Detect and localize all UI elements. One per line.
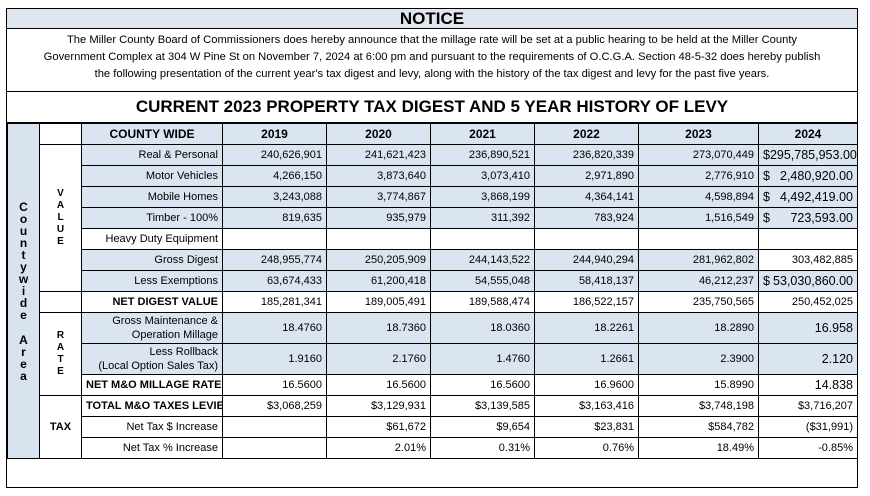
table-row: Less Rollback (Local Option Sales Tax) 1.… bbox=[8, 343, 858, 375]
table-row: TOTAL M&O TAXES LEVIED $3,068,259 $3,129… bbox=[8, 395, 858, 417]
table-row: NET DIGEST VALUE 185,281,341 189,005,491… bbox=[8, 291, 858, 313]
row-label: Net Tax $ Increase bbox=[81, 416, 223, 438]
tax-group-label: TAX bbox=[39, 416, 82, 438]
notice-line-3: the following presentation of the curren… bbox=[94, 68, 770, 80]
table-row: Heavy Duty Equipment bbox=[8, 228, 858, 250]
row-label: Mobile Homes bbox=[81, 186, 223, 208]
notice-line-2: Government Complex at 304 W Pine St on N… bbox=[43, 51, 821, 63]
row-label: Heavy Duty Equipment bbox=[81, 228, 223, 250]
notice-title: NOTICE bbox=[7, 9, 857, 29]
table-row: TAX Net Tax $ Increase $61,672 $9,654 $2… bbox=[8, 416, 858, 438]
row-label: Timber - 100% bbox=[81, 207, 223, 229]
row-label: Less Rollback (Local Option Sales Tax) bbox=[81, 343, 223, 375]
county-wide-header: COUNTY WIDE bbox=[81, 123, 223, 145]
notice-body: The Miller County Board of Commissioners… bbox=[7, 29, 857, 92]
table-row: Timber - 100% 819,635 935,979 311,392 78… bbox=[8, 207, 858, 229]
year-header: 2019 bbox=[222, 123, 327, 145]
row-label: Real & Personal bbox=[81, 144, 223, 166]
row-label: TOTAL M&O TAXES LEVIED bbox=[81, 395, 223, 417]
table-row: Gross Digest 248,955,774 250,205,909 244… bbox=[8, 249, 858, 271]
row-label: NET DIGEST VALUE bbox=[81, 291, 223, 313]
table-row: NET M&O MILLAGE RATE 16.5600 16.5600 16.… bbox=[8, 374, 858, 396]
table-row: Less Exemptions 63,674,433 61,200,418 54… bbox=[8, 270, 858, 292]
digest-title: CURRENT 2023 PROPERTY TAX DIGEST AND 5 Y… bbox=[7, 92, 857, 123]
year-header: 2020 bbox=[326, 123, 431, 145]
row-label: Gross Digest bbox=[81, 249, 223, 271]
table-row: Motor Vehicles 4,266,150 3,873,640 3,073… bbox=[8, 165, 858, 187]
table-row: Net Tax % Increase 2.01% 0.31% 0.76% 18.… bbox=[8, 437, 858, 459]
table-row: Mobile Homes 3,243,088 3,774,867 3,868,1… bbox=[8, 186, 858, 208]
notice-line-1: The Miller County Board of Commissioners… bbox=[66, 34, 798, 46]
row-label: Gross Maintenance & Operation Millage bbox=[81, 312, 223, 344]
year-header: 2021 bbox=[430, 123, 535, 145]
row-label: Net Tax % Increase bbox=[81, 437, 223, 459]
row-label: Motor Vehicles bbox=[81, 165, 223, 187]
year-header: 2023 bbox=[638, 123, 759, 145]
row-label: Less Exemptions bbox=[81, 270, 223, 292]
year-header: 2022 bbox=[534, 123, 639, 145]
tax-notice-document: NOTICE The Miller County Board of Commis… bbox=[6, 8, 858, 488]
row-label: NET M&O MILLAGE RATE bbox=[81, 374, 223, 396]
year-header: 2024 bbox=[758, 123, 858, 145]
